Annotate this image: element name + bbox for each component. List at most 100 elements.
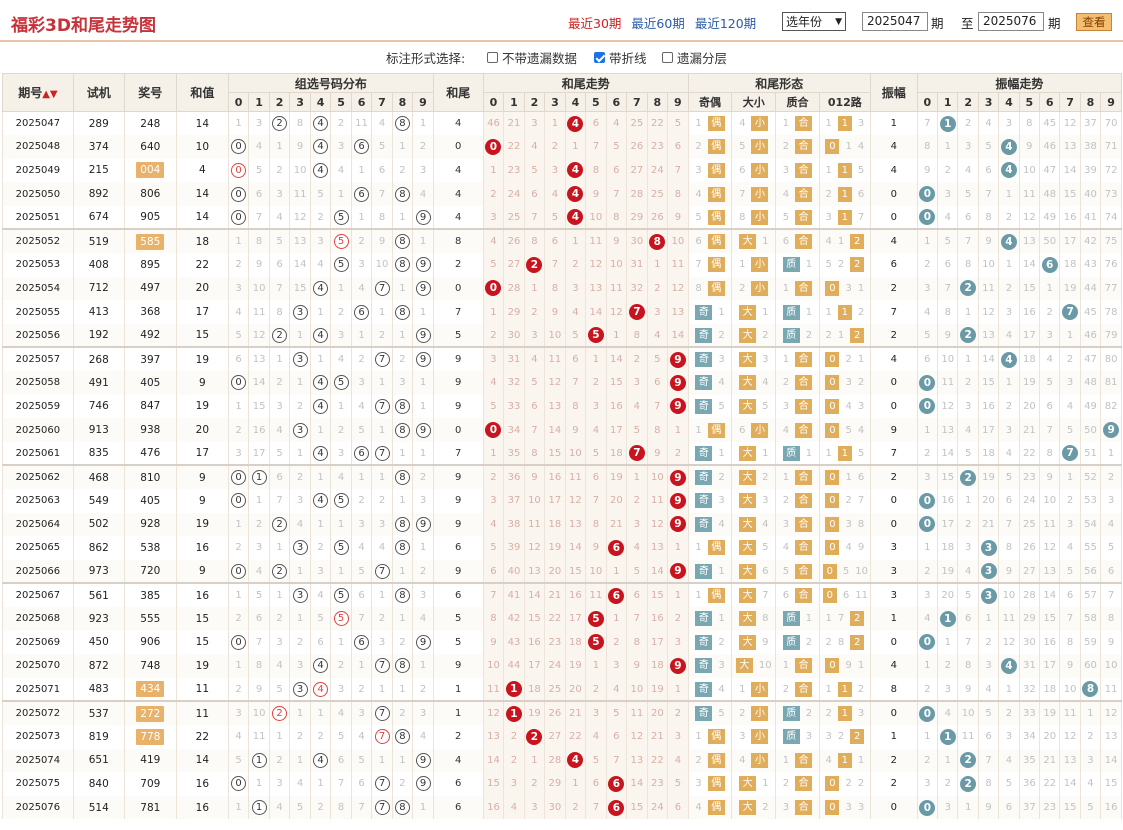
amp-trend-cell: 8 [977,772,1000,796]
dist-cell: 1 [391,559,414,584]
checkbox-with-line[interactable] [594,52,605,63]
trend-cell: 2 [585,371,607,395]
trend-cell: 15 [626,795,648,820]
amp-trend-cell: 37 [1079,111,1102,136]
top-bar: 福彩3D和尾走势图 最近30期 最近60期 最近120期 选年份 ▼ 2025047 … [0,0,1123,42]
trend-cell: 3 [523,323,546,348]
road-part: 2 [850,327,865,343]
trend-cell: 19 [544,536,566,560]
trend-cell: 16 [564,582,587,607]
amp-cell: 1 [869,724,918,749]
dist-cell: 3 [330,677,352,702]
road-mark: 0 [825,470,840,486]
range-link-0[interactable]: 最近30期 [568,16,622,31]
amp-trend-cell: 10 [937,346,959,372]
option-with-line[interactable]: 带折线 [594,48,647,67]
trend-cell: 16 [523,630,546,655]
trend-cell: 1 [564,135,587,159]
form-mark: 偶 [707,752,725,768]
chevron-down-icon: ▼ [835,16,842,27]
trend-cell: 16 [605,394,628,419]
oe-cell-part: 3 [718,660,725,672]
trend-cell: 14 [523,582,546,607]
oe-cell-part: 奇 [695,658,713,674]
amp-trend-cell: 3 [957,394,979,419]
amp-cell: 2 [869,748,918,773]
bs-cell-part: 小 [751,257,769,273]
dist-digit-2: 2 [268,92,291,112]
dist-cell: 9 [412,346,434,372]
amp-mark: 2 [960,327,977,344]
pc-cell-part: 合 [795,422,813,438]
dist-cell: 5 [268,677,291,702]
tail-cell: 7 [432,441,484,466]
period-cell: 2025074 [2,748,74,773]
from-period-input[interactable]: 2025047 [862,12,928,31]
trend-cell: 12 [564,489,587,513]
query-button[interactable]: 查看 [1076,13,1112,31]
road-part: 0 [825,776,840,792]
amp-trend-cell: 82 [1100,394,1122,419]
road-part: 2 [857,778,865,790]
period-cell: 2025055 [2,300,74,324]
trial-cell: 651 [72,748,125,773]
checkbox-layered[interactable] [662,52,673,63]
trend-cell: 17 [544,489,566,513]
trend-cell: 14 [585,300,607,324]
option-no-omission[interactable]: 不带遗漏数据 [487,48,577,67]
trial-cell: 192 [72,323,125,348]
trend-cell: 12 [523,536,546,560]
amp-trend-cell: 4 [916,300,939,324]
year-select[interactable]: 选年份 ▼ [782,12,846,31]
bs-cell-part: 4 [762,377,769,389]
amp-trend-cell: 0 [916,489,939,513]
table-row: 2025068 923 555 15 2 6 2 1 5 5 7 2 1 4 5 8 42 15 22 17 5 1 7 16… [2,606,1122,631]
dist-cell: 2 [412,135,434,159]
dist-cell: 8 [371,205,393,230]
range-link-1[interactable]: 最近60期 [631,16,685,31]
trend-cell: 3 [646,300,669,324]
option-layered[interactable]: 遗漏分层 [662,48,727,67]
dist-cell: 3 [289,654,311,678]
amp-trend-cell: 6 [937,253,959,277]
dist-cell: 2 [350,489,373,513]
oe-cell-part: 5 [718,400,725,412]
trend-cell: 4 [544,182,566,206]
trend-cell: 0 [482,418,505,442]
sort-icon[interactable]: ▲▼ [42,89,58,100]
oe-cell-part: 1 [695,118,702,130]
road-part: 7 [857,211,865,223]
dist-cell: 5 [268,228,291,254]
dist-cell: 11 [248,724,270,749]
range-link-2[interactable]: 最近120期 [694,16,757,31]
amp-trend-cell: 1 [998,253,1020,277]
amp-trend-cell: 4 [1100,512,1122,537]
period-cell: 2025060 [2,418,74,442]
dist-cell: 1 [309,300,332,324]
header-period[interactable]: 期号▲▼ [2,73,74,112]
trend-cell: 7 [564,371,587,395]
road-part: 0 [825,398,840,414]
checkbox-no-omission[interactable] [487,52,498,63]
period-cell: 2025066 [2,559,74,584]
trend-cell: 0 [482,276,505,301]
dist-mark: 1 [251,752,267,768]
amp-trend-cell: 1 [916,536,939,560]
amp-trend-cell: 37 [1018,795,1041,820]
dist-cell: 4 [412,724,434,749]
amp-trend-cell: 18 [1059,253,1081,277]
to-period-input[interactable]: 2025076 [978,12,1044,31]
trend-cell: 1 [605,606,628,631]
tail-cell: 9 [432,346,484,372]
road-part: 3 [857,118,865,130]
dist-cell: 3 [350,700,373,725]
oe-cell-part: 偶 [707,800,725,816]
trend-cell: 10 [585,559,607,584]
period-cell: 2025075 [2,772,74,796]
dist-cell: 9 [412,323,434,348]
prize-cell: 585 [123,228,177,254]
